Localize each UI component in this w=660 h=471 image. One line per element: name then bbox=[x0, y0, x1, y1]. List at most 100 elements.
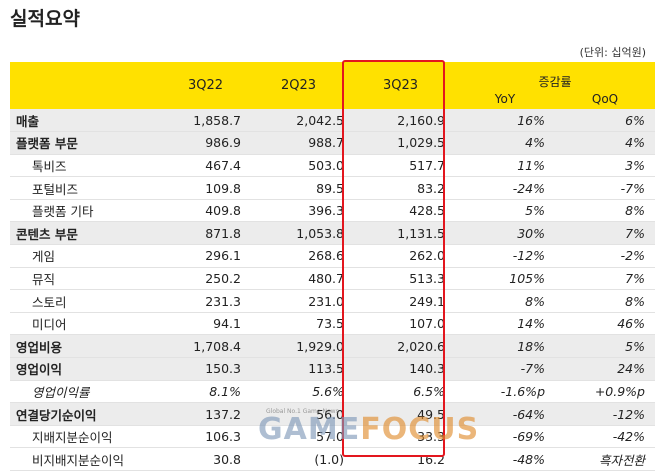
cell-qoq: 24% bbox=[555, 357, 655, 381]
row-label: 미디어 bbox=[10, 312, 118, 336]
page-title: 실적요약 bbox=[10, 8, 80, 30]
table-row: 게임 296.1 268.6 262.0 -12% -2% bbox=[10, 244, 655, 268]
cell-qoq: 8% bbox=[555, 289, 655, 313]
cell-yoy: 16% bbox=[455, 109, 555, 133]
row-label: 플랫폼 기타 bbox=[10, 199, 118, 223]
cell-3q22: 467.4 bbox=[118, 154, 251, 178]
cell-3q23: 1,029.5 bbox=[354, 131, 455, 155]
cell-2q23: (1.0) bbox=[251, 447, 354, 471]
cell-3q23: 33.3 bbox=[354, 425, 455, 449]
row-label: 콘텐츠 부문 bbox=[10, 221, 118, 246]
cell-3q22: 106.3 bbox=[118, 425, 251, 449]
table-row: 콘텐츠 부문 871.8 1,053.8 1,131.5 30% 7% bbox=[10, 221, 655, 246]
unit-note: (단위: 십억원) bbox=[579, 46, 646, 59]
row-label: 톡비즈 bbox=[10, 154, 118, 178]
cell-2q23: 396.3 bbox=[251, 199, 354, 223]
cell-yoy: -48% bbox=[455, 447, 555, 471]
cell-qoq: -12% bbox=[555, 402, 655, 426]
table-row: 비지배지분순이익 30.8 (1.0) 16.2 -48% 흑자전환 bbox=[10, 447, 655, 471]
row-label: 연결당기순이익 bbox=[10, 402, 118, 426]
row-label: 매출 bbox=[10, 109, 118, 133]
cell-qoq: 7% bbox=[555, 221, 655, 246]
cell-yoy: 14% bbox=[455, 312, 555, 336]
cell-2q23: 113.5 bbox=[251, 357, 354, 381]
cell-3q22: 250.2 bbox=[118, 267, 251, 291]
cell-qoq: -7% bbox=[555, 176, 655, 200]
cell-3q22: 1,858.7 bbox=[118, 109, 251, 133]
cell-3q22: 8.1% bbox=[118, 380, 251, 404]
cell-3q23: 249.1 bbox=[354, 289, 455, 313]
cell-2q23: 480.7 bbox=[251, 267, 354, 291]
cell-3q22: 1,708.4 bbox=[118, 334, 251, 359]
cell-yoy: 30% bbox=[455, 221, 555, 246]
header-blank bbox=[10, 62, 118, 109]
cell-3q22: 986.9 bbox=[118, 131, 251, 155]
cell-yoy: -12% bbox=[455, 244, 555, 268]
row-label: 포털비즈 bbox=[10, 176, 118, 200]
cell-yoy: 18% bbox=[455, 334, 555, 359]
row-label: 영업이익 bbox=[10, 357, 118, 381]
cell-yoy: 8% bbox=[455, 289, 555, 313]
header-3q22: 3Q22 bbox=[118, 62, 251, 109]
row-label: 뮤직 bbox=[10, 267, 118, 291]
cell-2q23: 73.5 bbox=[251, 312, 354, 336]
table-row: 매출 1,858.7 2,042.5 2,160.9 16% 6% bbox=[10, 109, 655, 133]
cell-qoq: 흑자전환 bbox=[555, 447, 655, 471]
cell-3q23: 6.5% bbox=[354, 380, 455, 404]
cell-3q23: 262.0 bbox=[354, 244, 455, 268]
cell-3q22: 94.1 bbox=[118, 312, 251, 336]
cell-qoq: 7% bbox=[555, 267, 655, 291]
cell-2q23: 503.0 bbox=[251, 154, 354, 178]
table-body: 매출 1,858.7 2,042.5 2,160.9 16% 6% 플랫폼 부문… bbox=[10, 109, 655, 471]
cell-2q23: 1,929.0 bbox=[251, 334, 354, 359]
header-3q23: 3Q23 bbox=[354, 62, 455, 109]
cell-2q23: 231.0 bbox=[251, 289, 354, 313]
cell-yoy: 4% bbox=[455, 131, 555, 155]
cell-qoq: -42% bbox=[555, 425, 655, 449]
cell-3q23: 2,160.9 bbox=[354, 109, 455, 133]
cell-yoy: 11% bbox=[455, 154, 555, 178]
cell-qoq: 5% bbox=[555, 334, 655, 359]
cell-yoy: 105% bbox=[455, 267, 555, 291]
row-label: 영업비용 bbox=[10, 334, 118, 359]
table-row: 스토리 231.3 231.0 249.1 8% 8% bbox=[10, 289, 655, 313]
cell-3q22: 109.8 bbox=[118, 176, 251, 200]
cell-3q22: 871.8 bbox=[118, 221, 251, 246]
cell-qoq: 46% bbox=[555, 312, 655, 336]
cell-3q23: 83.2 bbox=[354, 176, 455, 200]
cell-2q23: 988.7 bbox=[251, 131, 354, 155]
cell-qoq: +0.9%p bbox=[555, 380, 655, 404]
cell-qoq: 8% bbox=[555, 199, 655, 223]
cell-2q23: 5.6% bbox=[251, 380, 354, 404]
table-row: 영업이익률 8.1% 5.6% 6.5% -1.6%p +0.9%p bbox=[10, 380, 655, 404]
row-label: 스토리 bbox=[10, 289, 118, 313]
cell-3q23: 49.5 bbox=[354, 402, 455, 426]
cell-2q23: 1,053.8 bbox=[251, 221, 354, 246]
cell-qoq: 3% bbox=[555, 154, 655, 178]
cell-3q22: 296.1 bbox=[118, 244, 251, 268]
cell-qoq: -2% bbox=[555, 244, 655, 268]
header-qoq: QoQ bbox=[555, 92, 655, 109]
row-label: 지배지분순이익 bbox=[10, 425, 118, 449]
cell-2q23: 57.0 bbox=[251, 425, 354, 449]
cell-2q23: 268.6 bbox=[251, 244, 354, 268]
table-row: 영업이익 150.3 113.5 140.3 -7% 24% bbox=[10, 357, 655, 381]
cell-3q22: 137.2 bbox=[118, 402, 251, 426]
cell-qoq: 4% bbox=[555, 131, 655, 155]
table-row: 미디어 94.1 73.5 107.0 14% 46% bbox=[10, 312, 655, 336]
cell-yoy: -1.6%p bbox=[455, 380, 555, 404]
table-row: 포털비즈 109.8 89.5 83.2 -24% -7% bbox=[10, 176, 655, 200]
cell-3q22: 231.3 bbox=[118, 289, 251, 313]
header-yoy: YoY bbox=[455, 92, 555, 109]
header-change-rate: 증감률 bbox=[455, 62, 655, 92]
cell-2q23: 89.5 bbox=[251, 176, 354, 200]
cell-yoy: -64% bbox=[455, 402, 555, 426]
table-row: 연결당기순이익 137.2 56.0 49.5 -64% -12% bbox=[10, 402, 655, 426]
cell-3q23: 107.0 bbox=[354, 312, 455, 336]
cell-qoq: 6% bbox=[555, 109, 655, 133]
row-label: 비지배지분순이익 bbox=[10, 447, 124, 471]
row-label: 플랫폼 부문 bbox=[10, 131, 118, 155]
earnings-summary-table: 3Q22 2Q23 3Q23 증감률 YoY QoQ 매출 1,858.7 2,… bbox=[10, 62, 655, 471]
cell-yoy: -69% bbox=[455, 425, 555, 449]
cell-3q23: 16.2 bbox=[354, 447, 455, 471]
